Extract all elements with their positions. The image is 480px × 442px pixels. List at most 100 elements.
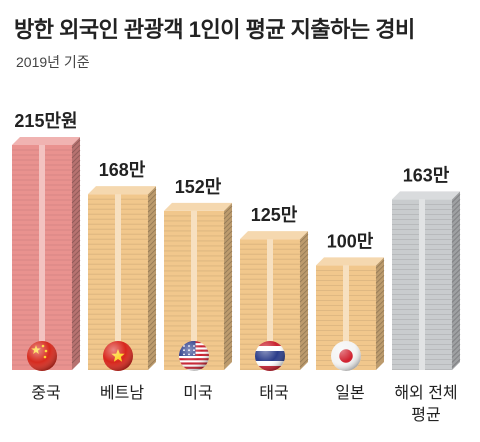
bar-texture [147, 228, 157, 238]
bar-texture [147, 328, 157, 338]
bar-texture [147, 218, 157, 228]
bar-texture [451, 239, 461, 248]
bar-texture [71, 289, 81, 299]
bar-texture [451, 339, 461, 348]
bar-texture [451, 289, 461, 298]
bar-texture [71, 284, 81, 294]
bar-texture [147, 258, 157, 268]
bar-texture [147, 208, 157, 218]
bar-texture [223, 285, 233, 295]
bar-texture [451, 349, 461, 358]
bar-texture [451, 214, 461, 223]
value-label: 100만 [327, 231, 374, 251]
bar-texture [451, 199, 461, 208]
bar-texture [147, 303, 157, 313]
bar-texture [375, 290, 385, 299]
category-label: 일본 [335, 384, 364, 402]
category-label: 미국 [183, 384, 212, 402]
bar-texture [71, 219, 81, 229]
value-label: 125만 [251, 205, 298, 225]
category-label: 해외 전체 [394, 384, 457, 402]
bar-texture [299, 353, 309, 363]
bar-texture [71, 174, 81, 184]
bar-texture [451, 294, 461, 303]
bar-texture [299, 258, 309, 268]
bar-texture [71, 249, 81, 259]
bar-texture [375, 300, 385, 309]
bar-texture [375, 310, 385, 319]
bar-texture [451, 314, 461, 323]
bar-texture [71, 234, 81, 244]
china-flag-icon [27, 341, 57, 371]
bar-texture [299, 323, 309, 333]
bar-texture [223, 335, 233, 345]
bar-texture [71, 189, 81, 199]
category-label: 중국 [31, 385, 60, 402]
bar-texture [147, 348, 157, 358]
bar-texture [71, 199, 81, 209]
bar-texture [451, 319, 461, 328]
japan-flag-icon [331, 341, 361, 371]
bar-texture [147, 263, 157, 273]
bar-texture [451, 324, 461, 333]
bar-texture [451, 229, 461, 238]
bar-texture [71, 354, 81, 364]
bar-texture [375, 340, 385, 349]
bar-texture [223, 350, 233, 360]
chart-subtitle: 2019년 기준 [16, 54, 90, 70]
bar-texture [299, 273, 309, 283]
bar-texture [299, 278, 309, 288]
bar-texture [223, 250, 233, 260]
bar-texture [223, 270, 233, 280]
bar-texture [147, 343, 157, 353]
bar-texture [451, 259, 461, 268]
bar-texture [71, 314, 81, 324]
bar-texture [299, 268, 309, 278]
bar-texture [71, 229, 81, 239]
bar-texture [223, 265, 233, 275]
bar-texture [71, 209, 81, 219]
value-label: 163만 [403, 165, 450, 185]
bar-texture [147, 293, 157, 303]
bar-texture [71, 339, 81, 349]
bar-texture [451, 194, 461, 203]
bar-texture [71, 224, 81, 234]
value-label: 168만 [99, 160, 146, 180]
bar-texture [375, 265, 385, 274]
bar-texture [147, 223, 157, 233]
bar-texture [299, 238, 309, 248]
bar-texture [299, 343, 309, 353]
bar-texture [451, 304, 461, 313]
bar-texture [147, 253, 157, 263]
bar-texture [71, 274, 81, 284]
bar-texture [299, 298, 309, 308]
bar-highlight [191, 210, 197, 370]
bar-texture [375, 280, 385, 289]
bar-texture [451, 209, 461, 218]
bar-highlight [267, 239, 273, 370]
bar-texture [451, 219, 461, 228]
bar-texture [375, 330, 385, 339]
bar-texture [71, 214, 81, 224]
bar-texture [147, 238, 157, 248]
bar-texture [451, 334, 461, 343]
bar-texture [223, 255, 233, 265]
bar-texture [71, 344, 81, 354]
bar-texture [451, 354, 461, 363]
bar-texture [299, 243, 309, 253]
bar-texture [71, 334, 81, 344]
bar-texture [147, 288, 157, 298]
bar-texture [451, 249, 461, 258]
bar-texture [299, 303, 309, 313]
bar-texture [223, 300, 233, 310]
bar-texture [299, 328, 309, 338]
bar-top [88, 186, 156, 195]
bar-texture [223, 220, 233, 230]
bar-texture [375, 270, 385, 279]
bar-texture [147, 298, 157, 308]
bar-texture [147, 188, 157, 198]
bar-texture [299, 333, 309, 343]
bar-texture [451, 309, 461, 318]
